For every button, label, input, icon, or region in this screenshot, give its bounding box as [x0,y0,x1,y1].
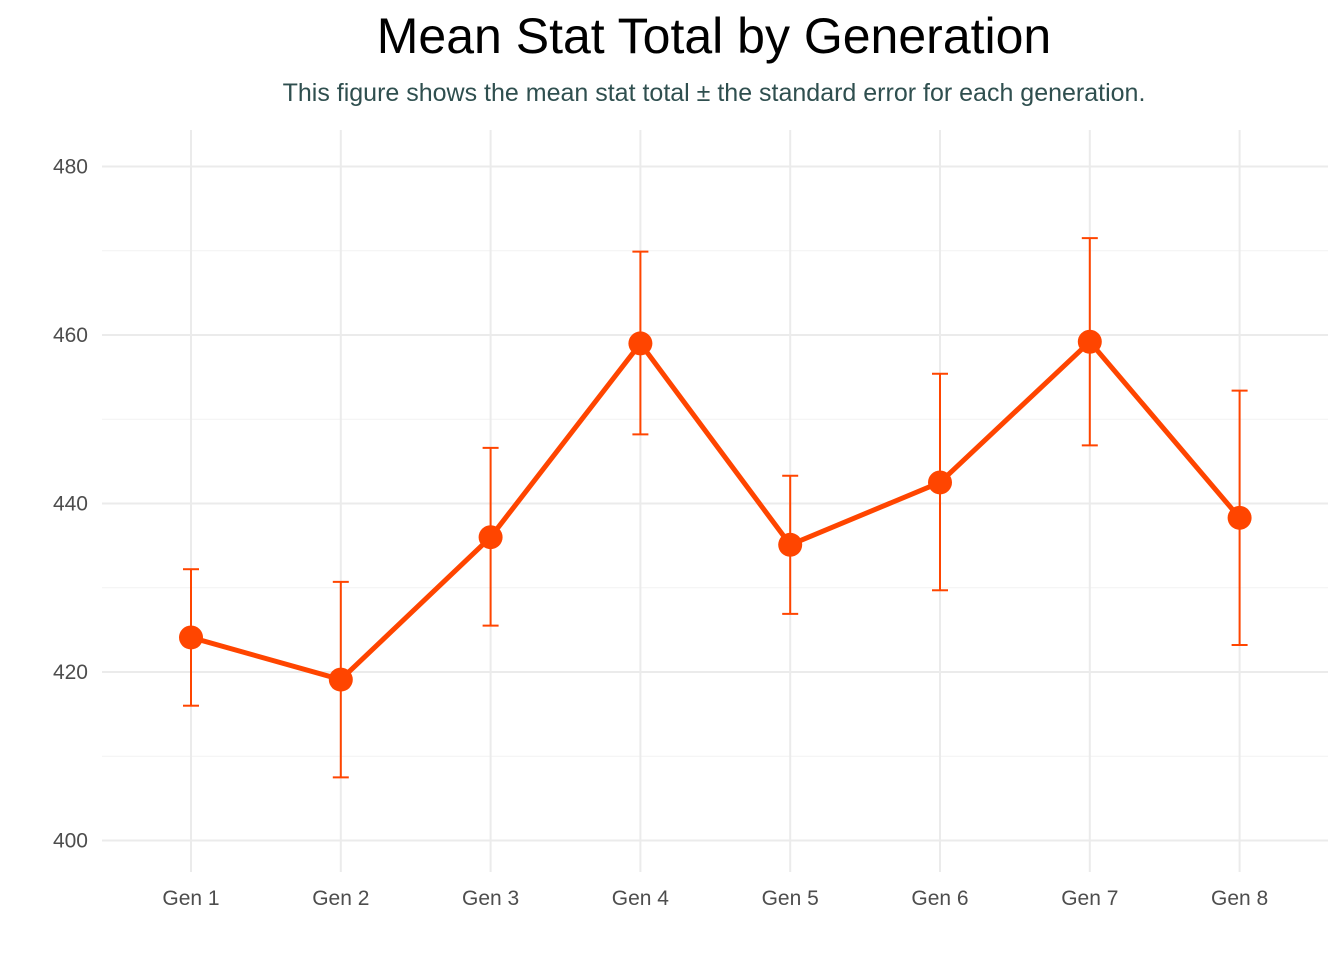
data-point [1077,329,1102,354]
y-tick-label: 400 [53,830,88,853]
data-point [328,667,353,692]
x-tick-label: Gen 5 [762,887,819,910]
x-tick-label: Gen 3 [462,887,519,910]
data-point [1227,505,1252,530]
y-tick-label: 440 [53,493,88,516]
x-tick-label: Gen 6 [911,887,968,910]
series-polyline [188,339,1243,683]
y-axis: 400 420 440 460 480 [53,156,88,853]
y-tick-label: 460 [53,324,88,347]
x-tick-label: Gen 2 [312,887,369,910]
data-points [179,329,1252,692]
y-tick-label: 480 [53,156,88,179]
grid [102,130,1328,872]
data-point [478,525,503,550]
data-point [778,532,803,557]
chart-title: Mean Stat Total by Generation [377,8,1052,64]
x-tick-label: Gen 1 [162,887,219,910]
y-tick-label: 420 [53,661,88,684]
data-point [628,331,653,356]
x-axis: Gen 1 Gen 2 Gen 3 Gen 4 Gen 5 Gen 6 Gen 7 Gen 8 [162,887,1268,910]
x-tick-label: Gen 7 [1061,887,1118,910]
data-point [179,625,203,650]
chart-subtitle: This figure shows the mean stat total ± … [283,79,1146,107]
series-line [188,339,1243,683]
x-tick-label: Gen 4 [612,887,670,910]
x-tick-label: Gen 8 [1211,887,1268,910]
data-point [928,470,952,495]
error-bars [183,237,1248,779]
